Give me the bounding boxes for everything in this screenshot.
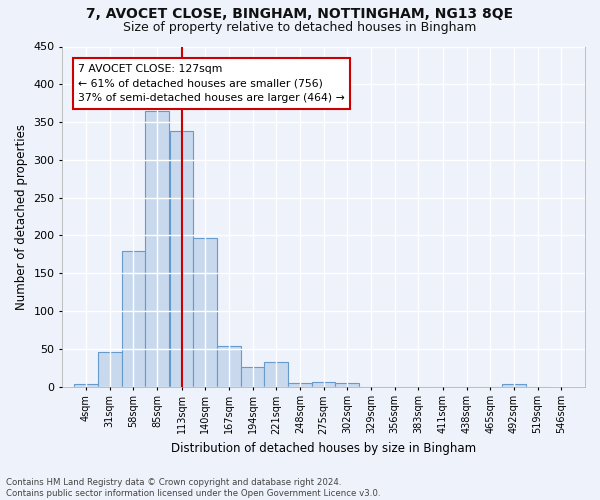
- Bar: [312, 382, 335, 386]
- Text: Contains HM Land Registry data © Crown copyright and database right 2024.
Contai: Contains HM Land Registry data © Crown c…: [6, 478, 380, 498]
- Text: 7, AVOCET CLOSE, BINGHAM, NOTTINGHAM, NG13 8QE: 7, AVOCET CLOSE, BINGHAM, NOTTINGHAM, NG…: [86, 8, 514, 22]
- Bar: [193, 238, 217, 386]
- Text: 7 AVOCET CLOSE: 127sqm
← 61% of detached houses are smaller (756)
37% of semi-de: 7 AVOCET CLOSE: 127sqm ← 61% of detached…: [78, 64, 345, 103]
- Bar: [217, 346, 241, 387]
- Bar: [241, 367, 265, 386]
- Bar: [170, 131, 193, 386]
- Bar: [265, 362, 288, 386]
- Bar: [502, 384, 526, 386]
- Bar: [288, 382, 312, 386]
- Text: Size of property relative to detached houses in Bingham: Size of property relative to detached ho…: [124, 21, 476, 34]
- Y-axis label: Number of detached properties: Number of detached properties: [15, 124, 28, 310]
- Bar: [74, 384, 98, 386]
- Bar: [98, 352, 122, 386]
- Bar: [335, 382, 359, 386]
- Bar: [122, 250, 145, 386]
- X-axis label: Distribution of detached houses by size in Bingham: Distribution of detached houses by size …: [171, 442, 476, 455]
- Bar: [145, 110, 169, 386]
